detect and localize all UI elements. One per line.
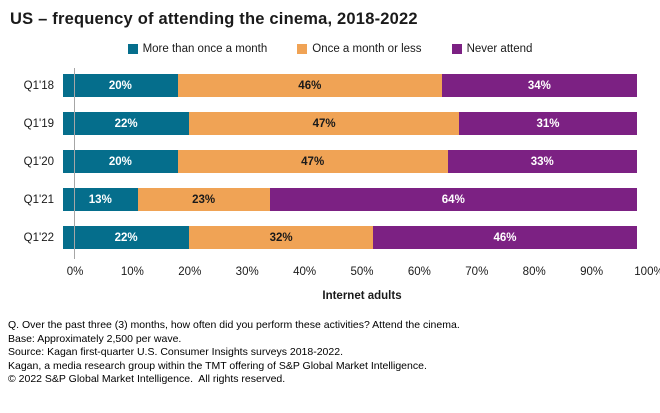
x-tick-label: 100% bbox=[634, 266, 660, 278]
bar-segment: 33% bbox=[447, 150, 637, 173]
bar-track: 20% 47% 33% bbox=[63, 150, 637, 173]
legend-item-2: Once a month or less bbox=[297, 43, 422, 55]
bar-segment: 31% bbox=[459, 112, 637, 135]
footnote-line: Q. Over the past three (3) months, how o… bbox=[8, 319, 460, 331]
bar-row: Q1'19 22% 47% 31% bbox=[12, 112, 660, 135]
stacked-bar-chart: Q1'18 20% 46% 34% Q1'19 22% 47% 31% Q1'20 20% 47% 3… bbox=[0, 68, 660, 302]
bar-value-label: 46% bbox=[298, 79, 322, 92]
bar-value-label: 22% bbox=[114, 117, 138, 130]
x-tick-label: 10% bbox=[120, 266, 144, 278]
bar-row: Q1'20 20% 47% 33% bbox=[12, 150, 660, 173]
category-label: Q1'21 bbox=[23, 193, 54, 206]
bar-segment: 23% bbox=[137, 188, 270, 211]
bar-segment: 64% bbox=[269, 188, 637, 211]
bar-value-label: 46% bbox=[493, 231, 517, 244]
bar-row: Q1'18 20% 46% 34% bbox=[12, 74, 660, 97]
footnotes: Q. Over the past three (3) months, how o… bbox=[8, 319, 660, 387]
category-label: Q1'22 bbox=[23, 231, 54, 244]
bar-segment: 22% bbox=[63, 226, 190, 249]
x-tick-label: 50% bbox=[350, 266, 374, 278]
legend-label: Never attend bbox=[466, 43, 533, 55]
category-label: Q1'20 bbox=[23, 155, 54, 168]
footnote-line: Base: Approximately 2,500 per wave. bbox=[8, 332, 182, 345]
bar-segment: 34% bbox=[441, 74, 637, 97]
category-label: Q1'19 bbox=[23, 117, 54, 130]
bar-value-label: 22% bbox=[114, 231, 138, 244]
legend-swatch-icon bbox=[451, 44, 462, 54]
bar-value-label: 33% bbox=[530, 155, 554, 168]
x-tick-label: 0% bbox=[66, 266, 84, 278]
y-axis-line bbox=[74, 68, 75, 259]
bar-value-label: 23% bbox=[192, 193, 216, 206]
footnote-line: Kagan, a media research group within the… bbox=[8, 359, 427, 372]
bar-segment: 32% bbox=[189, 226, 373, 249]
legend-item-3: Never attend bbox=[451, 43, 533, 55]
x-axis-ticks: 0% 10% 20% 30% 40% 50% 60% 70% 80% 90% 100% bbox=[67, 266, 660, 280]
bar-segment: 46% bbox=[177, 74, 442, 97]
bar-value-label: 34% bbox=[527, 79, 551, 92]
legend-item-1: More than once a month bbox=[127, 43, 268, 55]
legend: More than once a month Once a month or le… bbox=[0, 42, 660, 56]
bar-value-label: 31% bbox=[536, 117, 560, 130]
bar-value-label: 47% bbox=[312, 117, 336, 130]
bar-value-label: 20% bbox=[108, 79, 132, 92]
x-tick-label: 90% bbox=[580, 266, 604, 278]
x-tick-label: 30% bbox=[235, 266, 259, 278]
bar-track: 22% 32% 46% bbox=[63, 226, 637, 249]
bar-segment: 47% bbox=[189, 112, 460, 135]
bar-track: 22% 47% 31% bbox=[63, 112, 637, 135]
bar-segment: 20% bbox=[63, 150, 178, 173]
bar-row: Q1'21 13% 23% 64% bbox=[12, 188, 660, 211]
footnote-line: © 2022 S&P Global Market Intelligence. A… bbox=[8, 373, 286, 386]
x-tick-label: 70% bbox=[465, 266, 489, 278]
bar-value-label: 32% bbox=[269, 231, 293, 244]
bar-value-label: 13% bbox=[88, 193, 112, 206]
x-tick-label: 60% bbox=[407, 266, 431, 278]
plot-area: Q1'18 20% 46% 34% Q1'19 22% 47% 31% Q1'20 20% 47% 3… bbox=[12, 68, 660, 259]
bar-value-label: 20% bbox=[108, 155, 132, 168]
bar-segment: 22% bbox=[63, 112, 190, 135]
legend-swatch-icon bbox=[127, 44, 138, 54]
bar-segment: 13% bbox=[63, 188, 138, 211]
category-label: Q1'18 bbox=[23, 79, 54, 92]
bar-track: 13% 23% 64% bbox=[63, 188, 637, 211]
footnote-line: Source: Kagan first-quarter U.S. Consume… bbox=[8, 346, 343, 359]
chart-page: US – frequency of attending the cinema, … bbox=[0, 10, 660, 413]
bar-value-label: 47% bbox=[301, 155, 325, 168]
bar-segment: 46% bbox=[372, 226, 637, 249]
x-tick-label: 40% bbox=[293, 266, 317, 278]
x-tick-label: 80% bbox=[522, 266, 546, 278]
legend-label: Once a month or less bbox=[312, 43, 422, 55]
legend-label: More than once a month bbox=[142, 43, 268, 55]
bar-segment: 47% bbox=[177, 150, 448, 173]
bar-track: 20% 46% 34% bbox=[63, 74, 637, 97]
bar-row: Q1'22 22% 32% 46% bbox=[12, 226, 660, 249]
x-axis-label: Internet adults bbox=[322, 290, 402, 302]
bar-segment: 20% bbox=[63, 74, 178, 97]
legend-swatch-icon bbox=[297, 44, 308, 54]
x-tick-label: 20% bbox=[178, 266, 202, 278]
page-title: US – frequency of attending the cinema, … bbox=[10, 10, 418, 28]
bar-value-label: 64% bbox=[441, 193, 465, 206]
